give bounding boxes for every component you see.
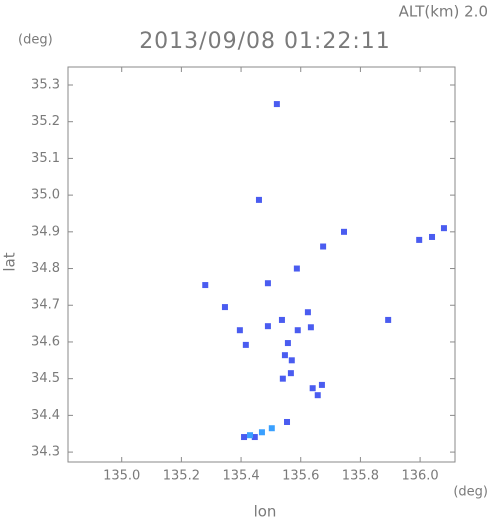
y-tick-label: 34.7 xyxy=(31,298,60,313)
echo-point xyxy=(264,323,271,330)
echo-point xyxy=(202,282,209,289)
y-tick-label: 34.9 xyxy=(31,224,60,239)
echo-point xyxy=(221,304,228,311)
echo-point xyxy=(341,228,348,235)
echo-point xyxy=(293,265,300,272)
echo-point xyxy=(251,434,258,441)
x-tick-label: 135.8 xyxy=(342,469,379,484)
echo-point xyxy=(288,357,295,364)
echo-point xyxy=(284,340,291,347)
echo-point xyxy=(278,316,285,323)
y-tick-label: 34.5 xyxy=(31,371,60,386)
altitude-label: ALT(km) 2.0 xyxy=(399,3,488,21)
echo-point xyxy=(318,381,325,388)
echo-point xyxy=(281,352,288,359)
echo-point xyxy=(279,375,286,382)
x-tick-label: 136.0 xyxy=(401,469,438,484)
echo-point xyxy=(385,316,392,323)
echo-point xyxy=(268,425,275,432)
y-unit: (deg) xyxy=(18,33,53,48)
x-tick-label: 135.4 xyxy=(222,469,259,484)
x-tick-label: 135.6 xyxy=(282,469,319,484)
echo-point xyxy=(242,341,249,348)
echo-point xyxy=(304,309,311,316)
x-axis-label: lon xyxy=(254,503,277,521)
chart-title: 2013/09/08 01:22:11 xyxy=(139,29,391,54)
echo-point xyxy=(241,434,248,441)
echo-point xyxy=(429,233,436,240)
echo-point xyxy=(314,392,321,399)
echo-point xyxy=(440,225,447,232)
echo-point xyxy=(273,101,280,108)
x-unit: (deg) xyxy=(453,485,488,500)
y-tick-label: 35.1 xyxy=(31,151,60,166)
y-tick-label: 35.0 xyxy=(31,188,60,203)
y-tick-label: 34.3 xyxy=(31,445,60,460)
y-axis-label: lat xyxy=(1,252,19,271)
plot-frame xyxy=(67,66,456,463)
echo-point xyxy=(307,324,314,331)
y-tick-label: 34.8 xyxy=(31,261,60,276)
y-tick-label: 35.3 xyxy=(31,77,60,92)
x-tick-label: 135.0 xyxy=(103,469,140,484)
y-tick-label: 35.2 xyxy=(31,114,60,129)
echo-point xyxy=(294,327,301,334)
echo-point xyxy=(309,385,316,392)
echo-point xyxy=(320,243,327,250)
x-tick-label: 135.2 xyxy=(163,469,200,484)
echo-point xyxy=(287,370,294,377)
echo-point xyxy=(258,429,265,436)
y-tick-label: 34.6 xyxy=(31,334,60,349)
echo-point xyxy=(236,327,243,334)
echo-point xyxy=(255,196,262,203)
y-tick-label: 34.4 xyxy=(31,408,60,423)
echo-point xyxy=(264,280,271,287)
echo-point xyxy=(284,418,291,425)
echo-point xyxy=(247,432,254,439)
echo-point xyxy=(416,236,423,243)
